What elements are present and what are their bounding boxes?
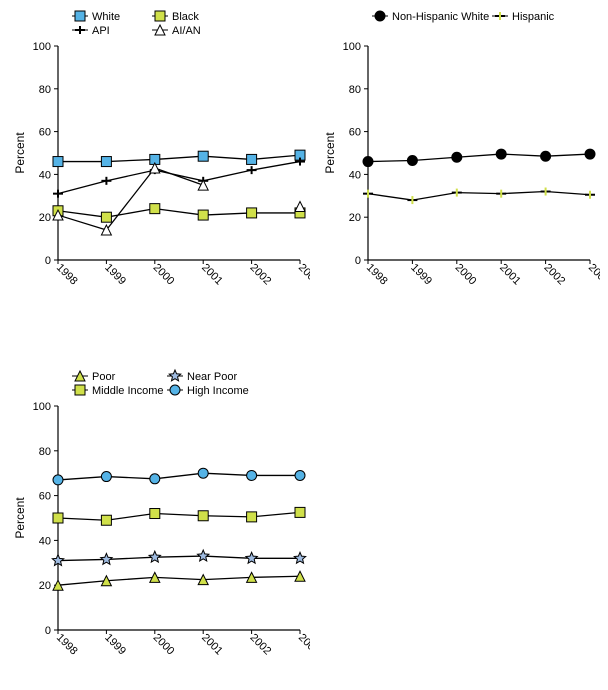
ytick-label: 60 — [349, 127, 361, 139]
ytick-label: 20 — [39, 212, 51, 224]
ytick-label: 80 — [39, 446, 51, 458]
legend-label-NearPoor: Near Poor — [187, 371, 237, 383]
series-point-MiddleIncome — [53, 513, 63, 523]
ytick-label: 20 — [39, 580, 51, 592]
ytick-label: 40 — [39, 169, 51, 181]
series-point-HighIncome — [198, 468, 208, 478]
series-point-MiddleIncome — [247, 512, 257, 522]
ytick-label: 0 — [45, 625, 51, 637]
series-point-White — [198, 151, 208, 161]
series-point-NonHispanicWhite — [363, 157, 373, 167]
ytick-label: 20 — [349, 212, 361, 224]
legend-label-White: White — [92, 11, 120, 23]
series-point-HighIncome — [247, 470, 257, 480]
series-point-White — [53, 157, 63, 167]
y-axis-label: Percent — [323, 132, 337, 174]
income-chart: 020406080100Percent199819992000200120022… — [10, 360, 310, 670]
series-point-NonHispanicWhite — [496, 149, 506, 159]
series-point-NonHispanicWhite — [585, 149, 595, 159]
series-point-Black — [198, 210, 208, 220]
series-point-Black — [247, 208, 257, 218]
ytick-label: 80 — [39, 84, 51, 96]
ytick-label: 0 — [45, 255, 51, 267]
race-chart: 020406080100Percent199819992000200120022… — [10, 0, 310, 300]
series-point-Black — [101, 212, 111, 222]
series-point-HighIncome — [101, 472, 111, 482]
legend-label-AIAN: AI/AN — [172, 25, 201, 37]
series-point-White — [247, 154, 257, 164]
series-point-MiddleIncome — [198, 511, 208, 521]
legend-label-NonHispanicWhite: Non-Hispanic White — [392, 11, 489, 23]
legend-label-Black: Black — [172, 11, 199, 23]
ytick-label: 60 — [39, 491, 51, 503]
ytick-label: 60 — [39, 127, 51, 139]
y-axis-label: Percent — [13, 497, 27, 539]
ytick-label: 40 — [349, 169, 361, 181]
ytick-label: 40 — [39, 535, 51, 547]
legend-label-API: API — [92, 25, 110, 37]
ytick-label: 100 — [343, 41, 361, 53]
series-point-Black — [150, 204, 160, 214]
legend-label-HighIncome: High Income — [187, 385, 249, 397]
series-point-MiddleIncome — [101, 515, 111, 525]
y-axis-label: Percent — [13, 132, 27, 174]
series-point-MiddleIncome — [150, 509, 160, 519]
charts-grid: 020406080100Percent199819992000200120022… — [0, 0, 608, 690]
legend-label-Poor: Poor — [92, 371, 116, 383]
ytick-label: 100 — [33, 401, 51, 413]
ytick-label: 0 — [355, 255, 361, 267]
series-point-HighIncome — [53, 475, 63, 485]
series-point-NonHispanicWhite — [541, 151, 551, 161]
ytick-label: 80 — [349, 84, 361, 96]
series-point-HighIncome — [150, 474, 160, 484]
legend-label-Hispanic: Hispanic — [512, 11, 555, 23]
series-point-MiddleIncome — [295, 507, 305, 517]
series-point-HighIncome — [295, 470, 305, 480]
ytick-label: 100 — [33, 41, 51, 53]
series-point-NonHispanicWhite — [452, 152, 462, 162]
ethnicity-chart: 020406080100Percent199819992000200120022… — [320, 0, 600, 300]
series-point-White — [101, 157, 111, 167]
series-point-NonHispanicWhite — [407, 155, 417, 165]
legend-label-MiddleIncome: Middle Income — [92, 385, 164, 397]
